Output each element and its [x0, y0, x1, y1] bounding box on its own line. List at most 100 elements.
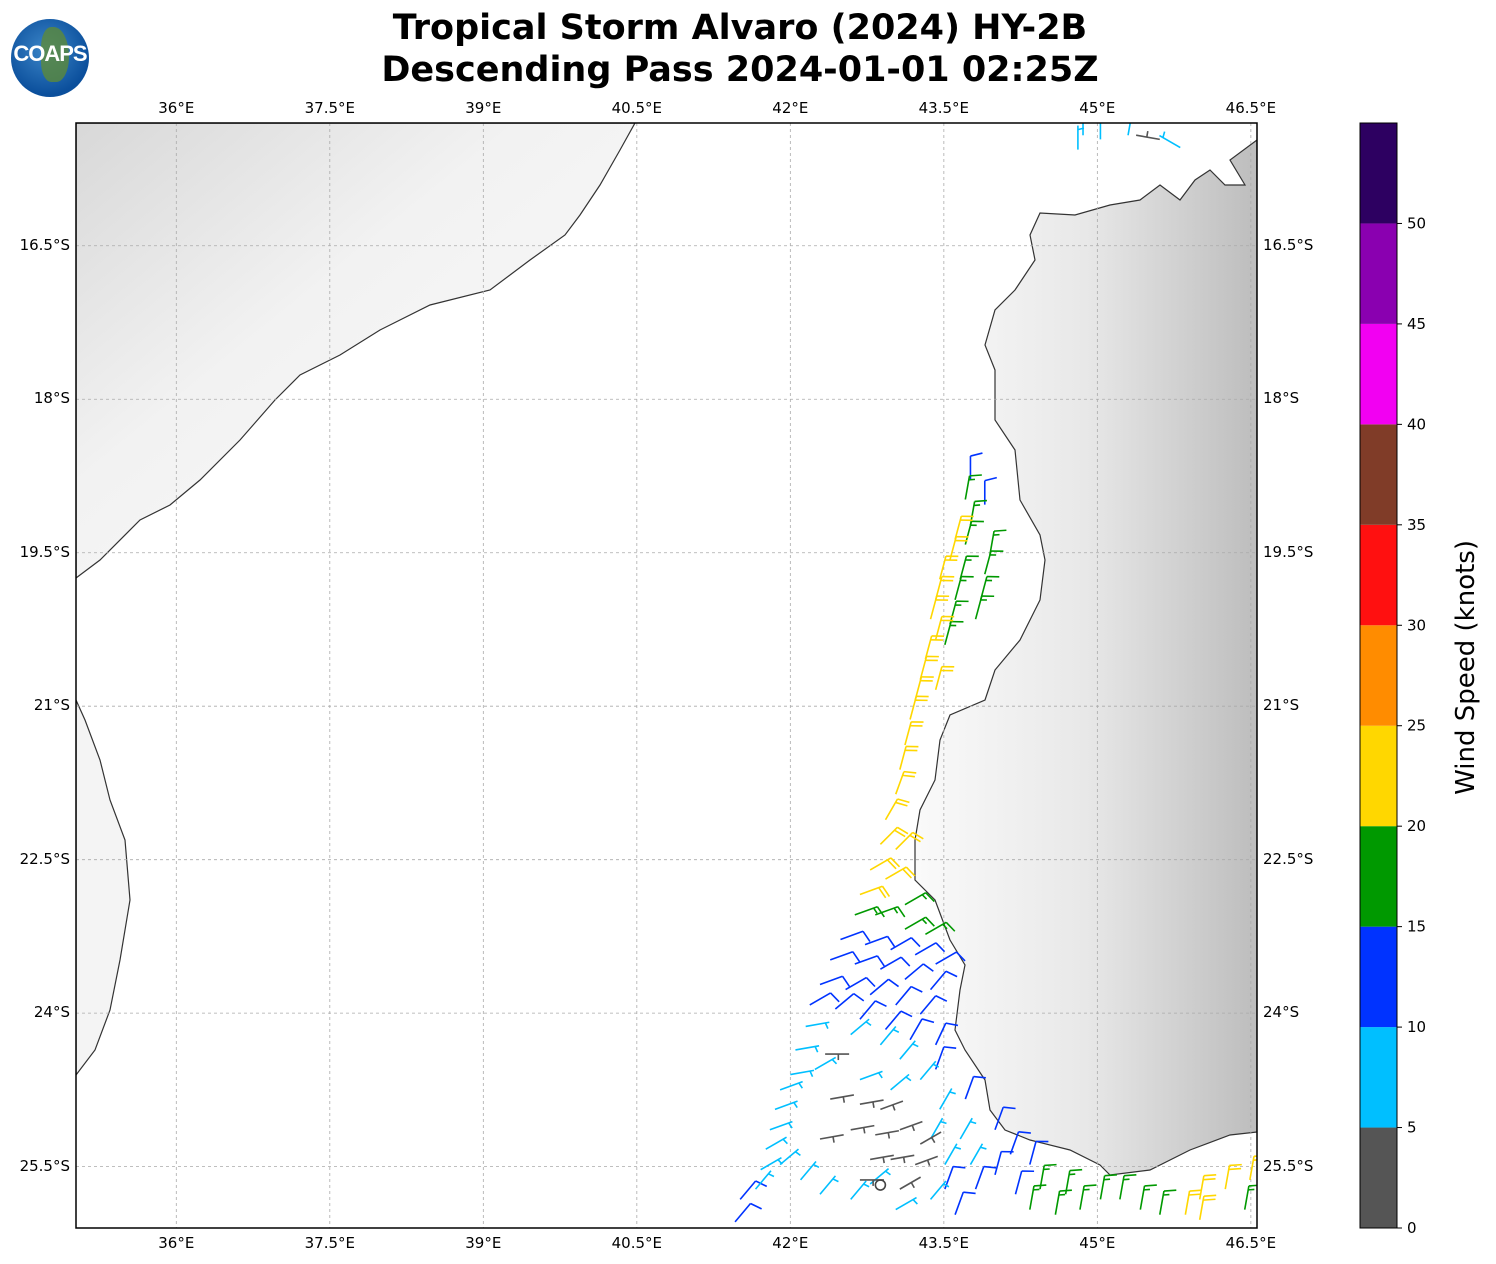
wind-barb: [1099, 123, 1102, 140]
wind-barb: [850, 1018, 872, 1036]
lat-tick-label-left: 19.5°S: [19, 542, 70, 561]
lon-tick-label-bottom: 36°E: [158, 1234, 195, 1252]
wind-barb: [859, 1099, 884, 1108]
lat-tick-label-right: 25.5°S: [1263, 1156, 1314, 1175]
wind-barb: [830, 1094, 855, 1103]
wind-barb: [859, 1000, 887, 1020]
wind-barb: [875, 1129, 900, 1139]
lat-tick-label-right: 24°S: [1263, 1003, 1300, 1022]
wind-barb: [1064, 1168, 1083, 1195]
wind-barb: [869, 978, 900, 996]
wind-barb: [904, 916, 935, 930]
mozambique-land: [76, 123, 636, 579]
wind-barb: [944, 1143, 962, 1165]
wind-barb: [1039, 1163, 1057, 1190]
title-line-1: Tropical Storm Alvaro (2024) HY-2B: [392, 8, 1088, 48]
wind-barb: [819, 975, 851, 987]
wind-barb: [884, 798, 910, 821]
wind-barb: [954, 575, 974, 600]
wind-barb: [1158, 1189, 1177, 1215]
colorbar-segment: [1360, 926, 1397, 1028]
lat-tick-label-left: 24°S: [33, 1003, 70, 1022]
wind-barb: [934, 575, 955, 600]
wind-barb: [1249, 1155, 1257, 1181]
wind-barb: [845, 976, 876, 991]
wind-barb: [1079, 1184, 1097, 1210]
storm-center-marker: [874, 1179, 887, 1191]
lat-tick-label-right: 21°S: [1263, 696, 1300, 715]
wind-barb: [954, 515, 974, 540]
wind-barb: [934, 1046, 957, 1070]
colorbar-tick-label: 10: [1407, 1018, 1426, 1036]
wind-barb: [795, 1045, 820, 1053]
wind-barb: [1136, 131, 1160, 141]
wind-barb: [739, 1180, 768, 1200]
colorbar-tick-label: 0: [1407, 1219, 1417, 1237]
wind-barb: [769, 1120, 793, 1131]
lon-tick-label-top: 46.5°E: [1225, 99, 1277, 117]
wind-barb: [840, 930, 871, 942]
wind-barb: [819, 1134, 844, 1143]
lon-tick-label-bottom: 40.5°E: [611, 1234, 663, 1252]
wind-barb: [1029, 1140, 1049, 1165]
lat-tick-label-left: 25.5°S: [19, 1156, 70, 1175]
wind-barb: [859, 885, 891, 899]
wind-barbs: [734, 123, 1257, 1223]
lat-tick-label-right: 22.5°S: [1263, 849, 1314, 868]
colorbar-tick-label: 20: [1407, 817, 1426, 835]
colorbar-tick-label: 25: [1407, 717, 1426, 735]
wind-barb: [879, 826, 909, 845]
wind-barb: [895, 1196, 918, 1211]
wind-barb: [899, 1120, 923, 1132]
wind-barb: [854, 905, 885, 918]
colorbar-segment: [1360, 826, 1397, 927]
wind-barb: [890, 937, 921, 951]
colorbar-segment: [1360, 524, 1397, 626]
wind-barb: [919, 1060, 940, 1081]
wind-barb: [904, 963, 934, 980]
lon-tick-label-top: 36°E: [158, 99, 195, 117]
southern-mozambique-land: [76, 699, 131, 1076]
wind-barb: [825, 1053, 850, 1061]
wind-barb: [799, 1161, 820, 1181]
wind-barb: [909, 1018, 935, 1041]
lon-tick-label-top: 42°E: [772, 99, 809, 117]
wind-barb: [914, 676, 934, 701]
colorbar-segment: [1360, 725, 1397, 827]
wind-barb: [885, 866, 916, 880]
colorbar-tick-label: 40: [1407, 415, 1426, 433]
wind-barb: [934, 665, 955, 691]
wind-barb: [879, 1025, 900, 1046]
wind-barb: [919, 1131, 942, 1145]
wind-barb: [850, 1180, 870, 1200]
wind-barb: [969, 499, 988, 526]
wind-barb: [994, 1150, 1014, 1176]
wind-barb: [929, 595, 950, 620]
wind-barb: [974, 1165, 997, 1190]
wind-barb: [765, 1136, 788, 1150]
lon-tick-label-top: 45°E: [1079, 99, 1116, 117]
wind-barb: [979, 575, 1000, 600]
wind-barb: [884, 1010, 913, 1031]
wind-barb: [959, 1117, 977, 1140]
wind-barb: [1198, 1174, 1217, 1200]
wind-barb: [779, 1148, 801, 1166]
wind-barb: [929, 1117, 947, 1140]
wind-barb: [964, 474, 982, 500]
wind-barb: [1159, 131, 1181, 149]
wind-barb: [899, 745, 919, 770]
wind-barb: [895, 985, 923, 1006]
wind-barb: [984, 550, 1004, 575]
wind-barb: [869, 857, 901, 871]
wind-barb: [1198, 1194, 1217, 1220]
wind-barb: [994, 1106, 1016, 1131]
title-line-2: Descending Pass 2024-01-01 02:25Z: [381, 50, 1099, 90]
wind-barb: [1014, 1170, 1035, 1195]
logo-text: COAPS: [13, 41, 87, 66]
wind-barb: [904, 891, 935, 906]
lon-tick-label-top: 37.5°E: [304, 99, 355, 117]
wind-barb: [925, 921, 956, 936]
wind-barb: [829, 950, 861, 963]
wind-barb: [850, 1124, 875, 1134]
